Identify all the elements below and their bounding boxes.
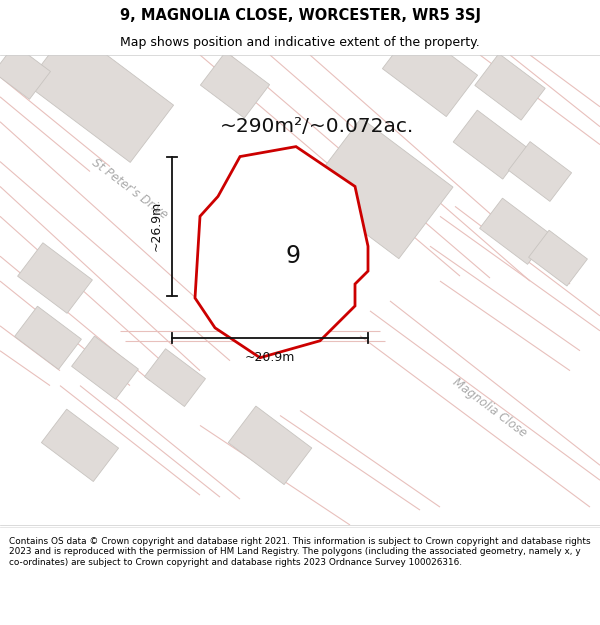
Polygon shape [145, 349, 205, 406]
Polygon shape [200, 52, 269, 118]
Polygon shape [475, 54, 545, 120]
Polygon shape [508, 142, 572, 201]
Polygon shape [228, 406, 312, 484]
Polygon shape [0, 44, 50, 99]
Polygon shape [71, 336, 139, 399]
Polygon shape [529, 230, 587, 286]
Polygon shape [17, 242, 92, 313]
Text: Magnolia Close: Magnolia Close [451, 376, 530, 439]
Text: Contains OS data © Crown copyright and database right 2021. This information is : Contains OS data © Crown copyright and d… [9, 537, 590, 567]
Text: 9: 9 [286, 244, 301, 269]
Polygon shape [479, 198, 550, 264]
Polygon shape [41, 409, 119, 481]
Polygon shape [382, 28, 478, 117]
Polygon shape [453, 110, 527, 179]
Text: ~290m²/~0.072ac.: ~290m²/~0.072ac. [220, 118, 414, 136]
Polygon shape [195, 147, 368, 358]
Polygon shape [307, 118, 453, 259]
Polygon shape [14, 306, 82, 369]
Text: Map shows position and indicative extent of the property.: Map shows position and indicative extent… [120, 36, 480, 49]
Text: St Peter's Drive: St Peter's Drive [89, 156, 170, 221]
Polygon shape [26, 28, 173, 163]
Text: ~26.9m: ~26.9m [150, 201, 163, 251]
Text: ~20.9m: ~20.9m [245, 351, 295, 364]
Text: 9, MAGNOLIA CLOSE, WORCESTER, WR5 3SJ: 9, MAGNOLIA CLOSE, WORCESTER, WR5 3SJ [119, 8, 481, 23]
